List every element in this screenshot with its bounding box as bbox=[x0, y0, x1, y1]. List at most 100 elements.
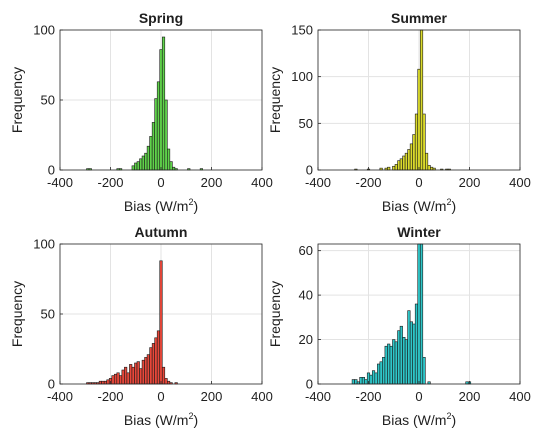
histogram-bar bbox=[402, 155, 406, 171]
histogram-bar bbox=[407, 310, 411, 385]
y-axis-label: Frequency bbox=[9, 281, 25, 347]
x-axis-label: Bias (W/m2) bbox=[382, 197, 456, 214]
y-tick-label: 20 bbox=[299, 332, 313, 347]
histogram-bar bbox=[417, 243, 421, 385]
histogram-bar bbox=[156, 330, 161, 385]
histogram-bar bbox=[364, 379, 368, 385]
y-axis-label: Frequency bbox=[267, 281, 283, 347]
histogram-bar bbox=[164, 378, 168, 385]
histogram-bar bbox=[397, 330, 401, 385]
histogram-bar bbox=[101, 380, 105, 385]
histogram-bar bbox=[134, 362, 138, 385]
histogram-bar bbox=[425, 152, 429, 171]
histogram-bar bbox=[144, 152, 148, 171]
histogram-bar bbox=[399, 325, 403, 385]
histogram-bar bbox=[113, 373, 118, 385]
histogram-bar bbox=[392, 165, 396, 171]
histogram-bar bbox=[159, 260, 163, 385]
x-tick-label: 200 bbox=[459, 389, 481, 404]
x-tick-label: 400 bbox=[509, 175, 531, 190]
y-tick-label: 100 bbox=[291, 69, 313, 84]
histogram-bar bbox=[151, 122, 155, 171]
x-tick-label: -200 bbox=[97, 175, 123, 190]
histogram-bar bbox=[354, 379, 358, 385]
histogram-bar bbox=[389, 345, 393, 385]
histogram-bar bbox=[419, 243, 424, 385]
histogram-bar bbox=[106, 379, 110, 385]
histogram-bar bbox=[419, 29, 424, 171]
histogram-bar bbox=[384, 345, 388, 385]
histogram-bar bbox=[126, 372, 130, 385]
histogram-bar bbox=[414, 303, 419, 385]
histogram-bar bbox=[359, 377, 363, 385]
panel-title: Summer bbox=[391, 10, 448, 26]
histogram-bar bbox=[399, 158, 403, 171]
histogram-bar bbox=[402, 337, 406, 385]
histogram-bar bbox=[139, 368, 143, 385]
y-axis-label: Frequency bbox=[267, 67, 283, 133]
histogram-bar bbox=[397, 160, 401, 171]
histogram-bar bbox=[169, 161, 173, 171]
histogram-bar bbox=[412, 134, 416, 171]
x-axis-label: Bias (W/m2) bbox=[382, 411, 456, 428]
x-tick-label: -200 bbox=[97, 389, 123, 404]
histogram-bar bbox=[394, 164, 398, 171]
y-tick-label: 50 bbox=[41, 307, 55, 322]
y-tick-label: 50 bbox=[299, 116, 313, 131]
x-tick-label: 400 bbox=[251, 389, 273, 404]
histogram-bar bbox=[131, 366, 135, 385]
y-tick-label: 0 bbox=[306, 163, 313, 178]
x-tick-label: 400 bbox=[509, 389, 531, 404]
histogram-bar bbox=[149, 347, 153, 385]
x-tick-label: 200 bbox=[201, 389, 223, 404]
histogram-bar bbox=[422, 113, 426, 171]
y-tick-label: 0 bbox=[48, 377, 55, 392]
histogram-panel-summer: -400 -200 0 200 400 0 50 100 150 Summer Bias (W/m2… bbox=[267, 10, 531, 214]
x-tick-label: 200 bbox=[201, 175, 223, 190]
histogram-bar bbox=[124, 366, 128, 385]
y-tick-label: 100 bbox=[33, 23, 55, 38]
histogram-bar bbox=[164, 99, 168, 171]
histogram-bar bbox=[392, 339, 396, 385]
histogram-bar bbox=[149, 136, 153, 171]
x-tick-label: -200 bbox=[355, 175, 381, 190]
histogram-bar bbox=[141, 359, 145, 385]
histogram-bar bbox=[144, 357, 148, 385]
histogram-bar bbox=[146, 354, 150, 385]
x-tick-label: -400 bbox=[305, 389, 331, 404]
y-tick-label: 100 bbox=[33, 237, 55, 252]
histogram-bar bbox=[427, 165, 431, 171]
x-tick-label: 400 bbox=[251, 175, 273, 190]
x-tick-label: -400 bbox=[47, 389, 73, 404]
y-tick-label: 0 bbox=[306, 377, 313, 392]
histogram-bar bbox=[409, 321, 413, 385]
histogram-bar bbox=[116, 372, 120, 385]
histogram-bar bbox=[146, 145, 150, 171]
histogram-bar bbox=[374, 372, 378, 385]
histogram-bar bbox=[382, 357, 386, 385]
histogram-panel-spring: -400 -200 0 200 400 0 50 100 Spring Bias (W/m2) Fr… bbox=[9, 10, 273, 214]
x-tick-label: -200 bbox=[355, 389, 381, 404]
panel-title: Autumn bbox=[135, 224, 188, 240]
histogram-bar bbox=[161, 366, 166, 385]
y-tick-label: 0 bbox=[48, 163, 55, 178]
histogram-bar bbox=[379, 361, 383, 385]
histogram-bar bbox=[407, 149, 411, 171]
y-tick-label: 150 bbox=[291, 23, 313, 38]
histogram-bar bbox=[387, 343, 391, 385]
x-tick-label: 0 bbox=[157, 175, 164, 190]
histogram-bar bbox=[404, 339, 408, 385]
x-tick-label: -400 bbox=[47, 175, 73, 190]
histogram-bar bbox=[151, 343, 155, 385]
histogram-bar bbox=[103, 380, 108, 385]
histogram-bar bbox=[412, 323, 416, 385]
histogram-bar bbox=[351, 379, 355, 385]
x-tick-label: 0 bbox=[415, 389, 422, 404]
histogram-bar bbox=[361, 377, 366, 385]
histogram-bar bbox=[369, 374, 373, 385]
y-tick-label: 50 bbox=[41, 93, 55, 108]
x-tick-label: 0 bbox=[157, 389, 164, 404]
histogram-bar bbox=[422, 357, 426, 385]
histogram-bar bbox=[377, 363, 381, 385]
